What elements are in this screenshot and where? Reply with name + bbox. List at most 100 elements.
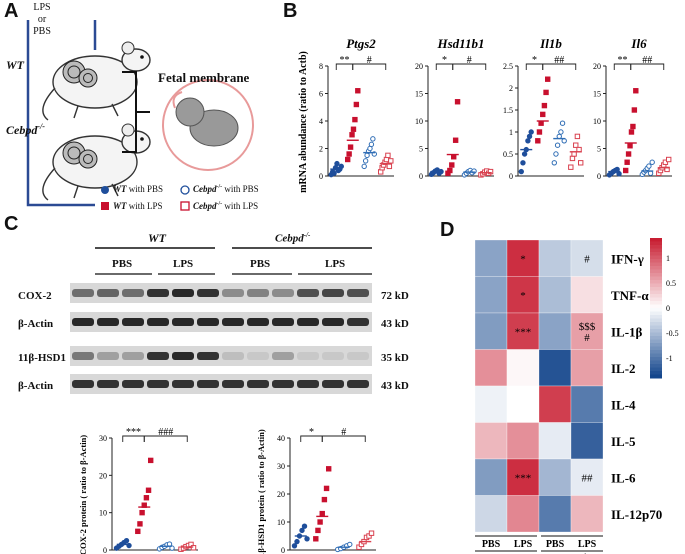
heatmap-row-label: IL-1β [611,324,643,339]
blot-band [272,289,294,297]
blot-band [322,380,344,388]
blot-band [197,318,219,326]
panel-c-quant-charts: 0 10 20 30 *** ### 0 10 20 30 40 * # COX-2 protein ( … [80,427,376,554]
data-point [137,521,143,527]
data-point [526,133,533,140]
sig-label-2: ## [554,55,564,66]
data-point [543,89,549,96]
col-group-ko: Cebpd-/- [555,552,588,554]
legend-ko-pbs-genotype: Cebpd [193,184,217,194]
data-point [321,496,328,503]
data-point [447,167,453,174]
western-size-actin-1: 43 kD [381,318,409,330]
colorbar-segment [650,367,662,372]
legend-ko-lps-sup: -/- [216,201,223,207]
data-point [353,101,360,108]
sig-label-1: * [532,55,537,66]
ko-genotype-label: Cebpd-/- [6,122,45,138]
data-point [521,151,528,157]
colorbar-segment [650,322,662,326]
data-point [625,151,632,157]
data-point [551,160,557,166]
sig-label-1: ** [340,55,350,66]
y-tick-label: 20 [277,490,285,499]
heatmap-row-label: TNF-α [611,288,649,303]
legend-ko-lps: Cebpd-/- with LPS [193,201,258,211]
colorbar-segment [650,283,662,288]
blot-band [72,380,94,388]
heatmap-cell [570,458,604,496]
panel-a-illustration [26,20,254,211]
blot-band [172,318,194,326]
ko-genotype-sup: -/- [37,122,45,131]
data-point [662,159,669,165]
western-row-hsd1: 11β-HSD1 [18,352,66,364]
y-tick-label: 30 [99,434,107,443]
blot-band [147,380,169,388]
colorbar-segment [650,297,662,302]
data-point [301,523,308,529]
western-ko-sup: -/- [303,231,311,239]
y-tick-label: 0 [319,172,323,181]
data-point [299,527,305,534]
colorbar-tick-label: 1 [666,254,670,263]
heatmap-cell [538,385,572,423]
blot-band [247,318,269,326]
data-point [143,495,150,501]
legend-wt-pbs: WT with PBS [113,184,163,194]
blot-band [322,318,344,326]
y-tick-label: 0 [281,546,285,554]
blot-band [222,318,244,326]
data-point [622,167,629,174]
colorbar-segment [650,308,662,312]
heatmap-row-label: IL-5 [611,434,636,449]
blot-strip [70,346,372,366]
col-group-ko-sup: -/- [581,552,588,554]
y-tick-label: 6 [319,90,323,99]
colorbar-segment [650,357,662,361]
data-point [578,160,584,166]
data-point [518,168,525,175]
y-tick-label: 2 [509,84,513,93]
data-point [349,132,355,138]
y-tick-label: 10 [277,518,285,527]
data-point [148,457,154,464]
y-tick-label: 40 [277,434,285,443]
heatmap-cell [538,495,572,533]
heatmap-cell [538,349,572,387]
colorbar-segment [650,346,662,351]
sig-label-1: ** [618,55,628,66]
y-tick-label: 0 [597,172,601,181]
data-point [452,137,459,143]
blot-band [222,380,244,388]
sig-label-1: *** [126,427,141,438]
blot-band [147,289,169,297]
data-point [334,160,340,167]
data-point [569,155,576,162]
treatment-lps: LPS [33,2,51,13]
heatmap-cell [538,276,572,314]
y-axis-label: 11β-HSD1 protein ( ratio to β-Actin) [256,429,266,554]
ko-mouse-illustration [42,123,151,201]
colorbar-segment [650,343,662,347]
chart-title: Il6 [630,36,647,51]
heatmap-cell [570,276,604,314]
colorbar-segment [650,238,662,242]
colorbar-segment [650,294,662,298]
y-tick-label: 10 [99,509,107,518]
y-tick-label: 15 [415,90,423,99]
data-point [535,138,541,144]
data-point [540,111,546,118]
blot-band [72,318,94,326]
colorbar-segment [650,332,662,337]
heatmap-col-label: PBS [482,539,501,550]
data-point [291,543,298,549]
data-point [135,528,141,535]
heatmap-row-label: IFN-γ [611,251,644,266]
heatmap-cell-label: * [520,253,526,265]
data-point [554,142,561,148]
colorbar-segment [650,241,662,246]
colorbar-segment [650,252,662,256]
western-wt-label: WT [148,231,166,245]
wt-genotype-label: WT [6,58,24,72]
